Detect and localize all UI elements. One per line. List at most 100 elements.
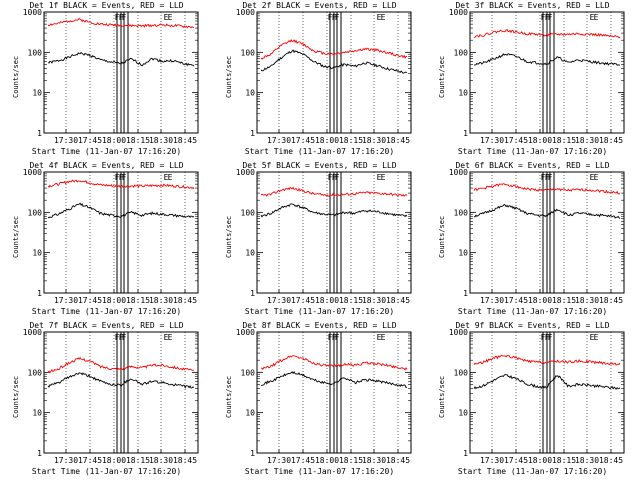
x-axis-label: Start Time (11-Jan-07 17:16:20) [31,147,182,156]
x-tick-label: 18:00 [315,296,339,305]
x-tick-label: 17:45 [504,136,528,145]
series-line-events [473,53,621,66]
series-line-events [473,373,621,390]
flag-label: E [590,333,595,342]
series-line-events [47,51,195,67]
y-tick-label: 1 [37,449,42,458]
series-line-events [260,203,408,218]
flag-label: F [335,13,340,22]
x-tick-label: 17:30 [480,456,504,465]
y-tick-label: 100 [28,48,43,57]
y-tick-label: 100 [241,368,256,377]
flag-label: F [328,333,333,342]
x-tick-label: 18:15 [552,456,576,465]
y-axis-label: Counts/sec [438,55,446,98]
series-line-events [260,371,408,388]
flag-label: F [541,173,546,182]
x-tick-label: 17:30 [267,136,291,145]
y-axis-label: Counts/sec [438,215,446,258]
series-line-lld [260,39,407,60]
x-tick-label: 18:45 [386,456,410,465]
flag-label: E [590,173,595,182]
x-tick-label: 18:15 [339,296,363,305]
flag-label: F [328,13,333,22]
series-line-lld [474,29,621,39]
x-tick-label: 18:30 [362,136,386,145]
x-tick-label: 17:30 [267,456,291,465]
flag-label: F [545,333,550,342]
x-tick-label: 17:30 [54,136,78,145]
flag-label: E [168,333,173,342]
panel-det-4: Det 4f BLACK = Events, RED = LLD 17:30 17:… [0,160,213,320]
panel-title: Det 6f BLACK = Events, RED = LLD [455,161,610,170]
flag-label: F [332,173,337,182]
panel-det-9: Det 9f BLACK = Events, RED = LLD 17:30 17:… [426,320,639,480]
x-tick-label: 17:45 [504,296,528,305]
x-axis-label: Start Time (11-Jan-07 17:16:20) [31,467,182,476]
y-tick-label: 10 [458,89,468,98]
flag-label: F [335,333,340,342]
x-tick-label: 18:30 [149,296,173,305]
x-tick-label: 18:45 [599,296,623,305]
y-tick-label: 1 [250,449,255,458]
x-tick-label: 17:45 [504,456,528,465]
y-tick-label: 100 [454,48,469,57]
flag-label: F [115,13,120,22]
panel-title: Det 4f BLACK = Events, RED = LLD [29,161,184,170]
panel-title: Det 3f BLACK = Events, RED = LLD [455,1,610,10]
flag-label: E [594,13,599,22]
x-tick-label: 18:45 [599,136,623,145]
x-tick-label: 18:30 [362,296,386,305]
x-tick-label: 18:15 [552,136,576,145]
x-axis-label: Start Time (11-Jan-07 17:16:20) [457,307,608,316]
y-tick-label: 10 [32,89,42,98]
y-tick-label: 10 [245,249,255,258]
flag-label: F [545,173,550,182]
y-tick-label: 1000 [449,168,468,177]
x-tick-label: 18:30 [149,456,173,465]
x-tick-label: 17:30 [480,296,504,305]
flag-label: F [545,13,550,22]
x-axis-label: Start Time (11-Jan-07 17:16:20) [31,307,182,316]
flag-label: F [115,173,120,182]
flag-label: F [548,333,553,342]
flag-label: F [332,333,337,342]
x-tick-label: 17:30 [54,456,78,465]
series-line-lld [47,17,195,29]
y-axis-label: Counts/sec [438,375,446,418]
x-tick-label: 18:00 [315,456,339,465]
flag-label: E [377,13,382,22]
x-axis-label: Start Time (11-Jan-07 17:16:20) [244,467,395,476]
x-tick-label: 18:15 [126,456,150,465]
series-line-lld [47,356,195,374]
y-tick-label: 10 [32,249,42,258]
y-tick-label: 1 [463,289,468,298]
panel-title: Det 5f BLACK = Events, RED = LLD [242,161,397,170]
y-tick-label: 10 [245,89,255,98]
panel-det-5: Det 5f BLACK = Events, RED = LLD 17:30 17:… [213,160,426,320]
panel-title: Det 8f BLACK = Events, RED = LLD [242,321,397,330]
series-line-lld [47,179,195,190]
y-axis-label: Counts/sec [12,215,20,258]
y-tick-label: 1000 [23,328,42,337]
x-tick-label: 18:15 [339,136,363,145]
flag-label: E [590,13,595,22]
y-tick-label: 1000 [449,328,468,337]
y-tick-label: 100 [454,368,469,377]
flag-label: F [122,13,127,22]
x-tick-label: 18:45 [173,296,197,305]
flag-label: F [328,173,333,182]
x-axis-label: Start Time (11-Jan-07 17:16:20) [244,147,395,156]
series-line-lld [260,355,408,371]
panel-det-2: Det 2f BLACK = Events, RED = LLD 17:30 17:… [213,0,426,160]
x-tick-label: 18:30 [575,296,599,305]
panel-title: Det 2f BLACK = Events, RED = LLD [242,1,397,10]
y-tick-label: 100 [241,208,256,217]
x-tick-label: 18:00 [102,136,126,145]
x-tick-label: 17:30 [480,136,504,145]
